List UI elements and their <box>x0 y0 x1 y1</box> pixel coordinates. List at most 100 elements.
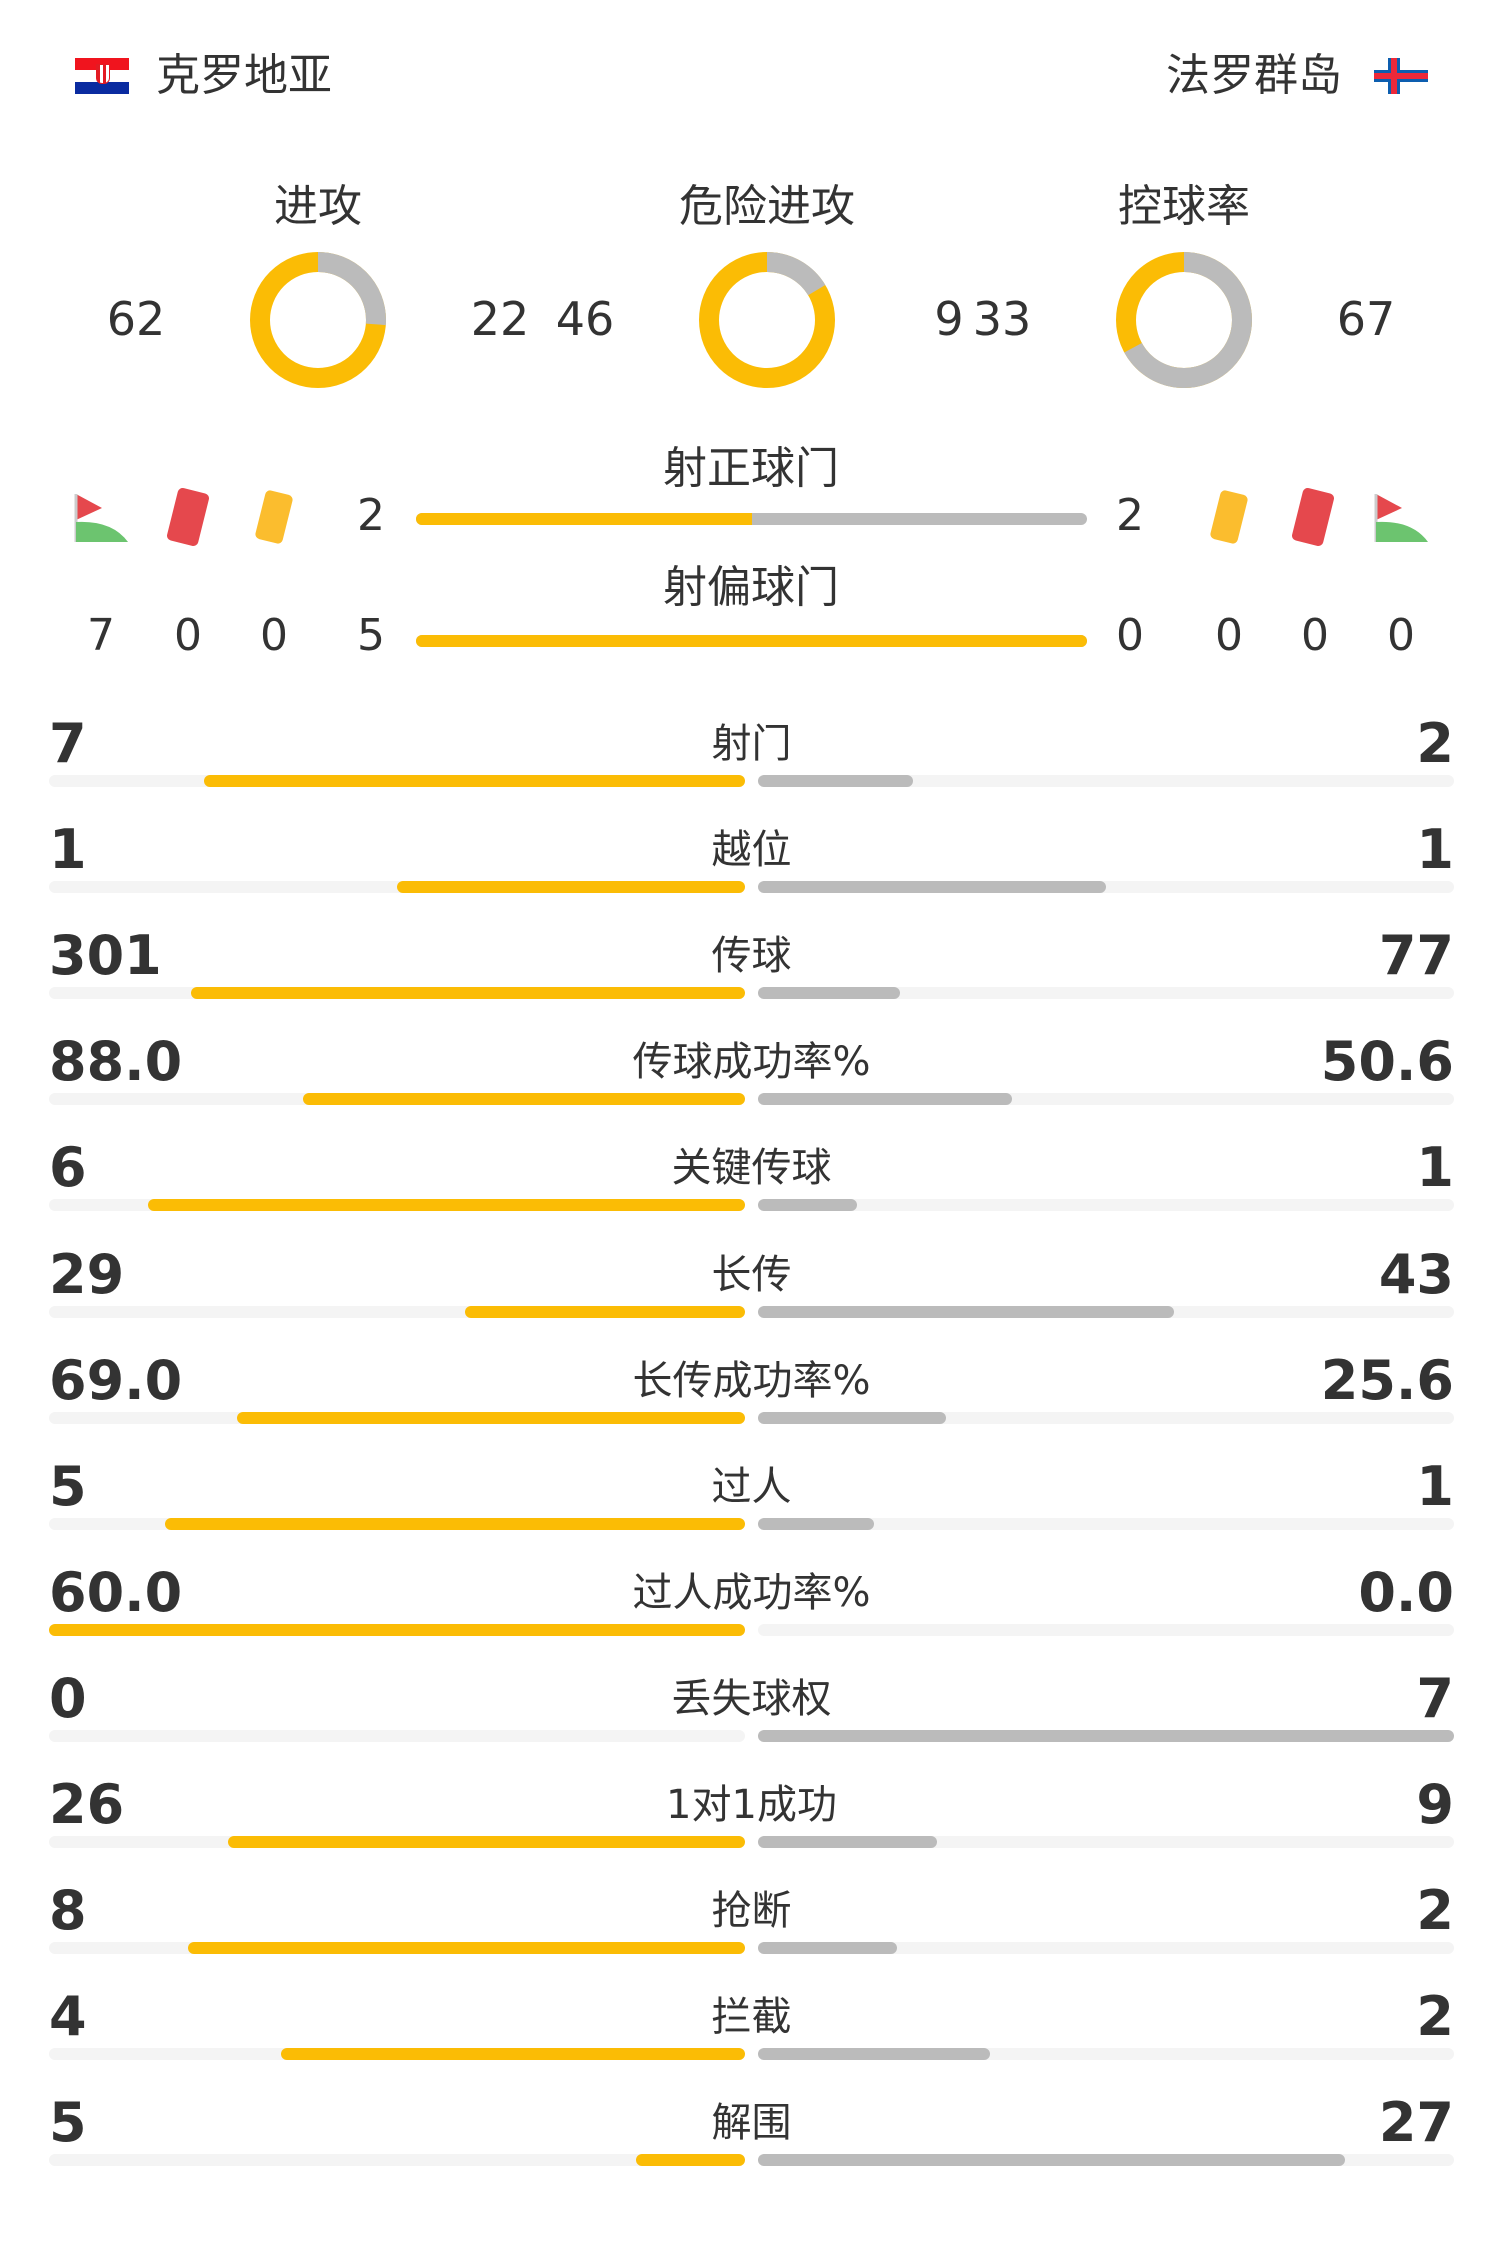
ring-chart <box>699 252 835 388</box>
shots-on-target-label: 射正球门 <box>663 443 839 494</box>
stat-away-bar <box>758 1836 937 1848</box>
stat-label: 关键传球 <box>671 1145 832 1192</box>
stat-home-value: 8 <box>49 1879 87 1943</box>
stat-away-track <box>758 2048 1454 2061</box>
stat-away-value: 1 <box>1416 818 1454 882</box>
stat-away-bar <box>758 1729 1454 1742</box>
stat-home-value: 5 <box>49 1454 87 1518</box>
ring-away-arc <box>699 252 835 388</box>
ring-home-value: 62 <box>106 292 166 346</box>
shots-on-target-home-fill <box>416 513 752 525</box>
stat-home-track <box>49 775 745 787</box>
stat-away-bar <box>758 987 900 1000</box>
stat-home-value: 88.0 <box>49 1030 183 1094</box>
stat-row: 7 射门 2 <box>49 712 1454 818</box>
stat-away-value: 77 <box>1378 924 1454 988</box>
stat-label: 拦截 <box>711 1994 792 2041</box>
ring-title: 进攻 <box>274 181 362 232</box>
stat-row: 5 过人 1 <box>49 1455 1454 1561</box>
stat-home-bar <box>237 1411 745 1424</box>
stat-home-value: 69.0 <box>49 1348 183 1412</box>
stat-row: 0 丢失球权 7 <box>49 1667 1454 1773</box>
ring-title: 控球率 <box>1118 181 1250 232</box>
stat-label: 长传成功率% <box>632 1357 871 1404</box>
ring-title: 危险进攻 <box>679 181 855 232</box>
stat-away-value: 50.6 <box>1320 1030 1454 1094</box>
shots-off-target-home: 5 <box>357 610 385 661</box>
stat-away-bar <box>758 1093 1013 1106</box>
away-red-cards: 0 <box>1301 610 1329 661</box>
stat-home-value: 7 <box>49 712 87 775</box>
red-card-icon <box>167 487 209 547</box>
stat-home-bar <box>188 1942 745 1955</box>
stat-home-value: 29 <box>49 1242 125 1306</box>
corner-flag-icon <box>74 494 128 542</box>
stat-row: 69.0 长传成功率% 25.6 <box>49 1349 1454 1455</box>
stat-away-track <box>758 1199 1454 1212</box>
stat-away-value: 27 <box>1378 2091 1454 2155</box>
stat-label: 过人 <box>711 1463 792 1510</box>
stat-row: 6 关键传球 1 <box>49 1136 1454 1242</box>
stat-home-track <box>49 1305 745 1318</box>
stat-row: 26 1对1成功 9 <box>49 1773 1454 1879</box>
stat-home-value: 5 <box>49 2091 87 2155</box>
ring-home-value: 33 <box>972 292 1032 346</box>
stat-home-track <box>49 1942 745 1955</box>
stat-home-value: 0 <box>49 1666 87 1730</box>
stat-away-value: 2 <box>1416 712 1454 775</box>
shots-off-target-away: 0 <box>1116 610 1144 661</box>
stat-label: 解围 <box>711 2100 792 2147</box>
stat-row: 88.0 传球成功率% 50.6 <box>49 1030 1454 1136</box>
stat-away-track <box>758 987 1454 1000</box>
stat-away-track <box>758 1623 1454 1636</box>
stat-away-bar <box>758 1517 874 1530</box>
ring-home-value: 46 <box>555 292 615 346</box>
ring-away-arc <box>250 252 386 388</box>
stat-label: 射门 <box>711 721 792 767</box>
stat-home-value: 26 <box>49 1773 125 1836</box>
stat-home-track <box>49 1623 745 1636</box>
stat-row: 8 抢断 2 <box>49 1879 1454 1985</box>
ring-away-value: 22 <box>470 292 530 346</box>
stat-away-track <box>758 1836 1454 1848</box>
stat-away-bar <box>758 1942 898 1955</box>
stat-away-value: 1 <box>1416 1454 1454 1518</box>
stat-home-track <box>49 1836 745 1848</box>
stat-away-track <box>758 1411 1454 1424</box>
stat-away-track <box>758 1517 1454 1530</box>
away-yellow-cards: 0 <box>1215 610 1243 661</box>
stat-away-bar <box>758 2048 990 2061</box>
stat-row: 4 拦截 2 <box>49 1985 1454 2091</box>
away-team-name: 法罗群岛 <box>1166 50 1342 101</box>
corner-flag-icon <box>1374 494 1428 542</box>
stat-home-value: 1 <box>49 818 87 882</box>
stat-home-bar <box>303 1093 745 1106</box>
away-corners: 0 <box>1387 610 1415 661</box>
croatia-flag-icon <box>75 58 129 94</box>
stat-away-track <box>758 1729 1454 1742</box>
stat-label: 抢断 <box>711 1888 792 1935</box>
red-card-icon <box>1292 487 1334 547</box>
stat-away-value: 0.0 <box>1358 1560 1454 1624</box>
stat-home-track <box>49 987 745 1000</box>
stat-home-bar <box>190 987 745 1000</box>
stat-away-value: 2 <box>1416 1985 1454 2049</box>
home-red-cards: 0 <box>174 610 202 661</box>
stat-label: 过人成功率% <box>632 1569 871 1616</box>
stat-label: 长传 <box>711 1251 792 1298</box>
stat-home-bar <box>464 1305 745 1318</box>
stat-away-value: 1 <box>1416 1136 1454 1200</box>
home-team-name: 克罗地亚 <box>156 50 332 101</box>
faroe-islands-flag-icon <box>1374 58 1428 94</box>
stat-home-value: 4 <box>49 1985 87 2049</box>
stat-home-bar <box>281 2048 745 2061</box>
yellow-card-icon <box>255 490 293 544</box>
stat-away-bar <box>758 1411 947 1424</box>
stat-home-track <box>49 1411 745 1424</box>
stat-away-track <box>758 1305 1454 1318</box>
stat-away-track <box>758 775 1454 787</box>
stat-home-bar <box>203 775 745 787</box>
stat-away-bar <box>758 775 913 787</box>
stat-home-bar <box>636 2154 745 2167</box>
stat-away-track <box>758 1942 1454 1955</box>
